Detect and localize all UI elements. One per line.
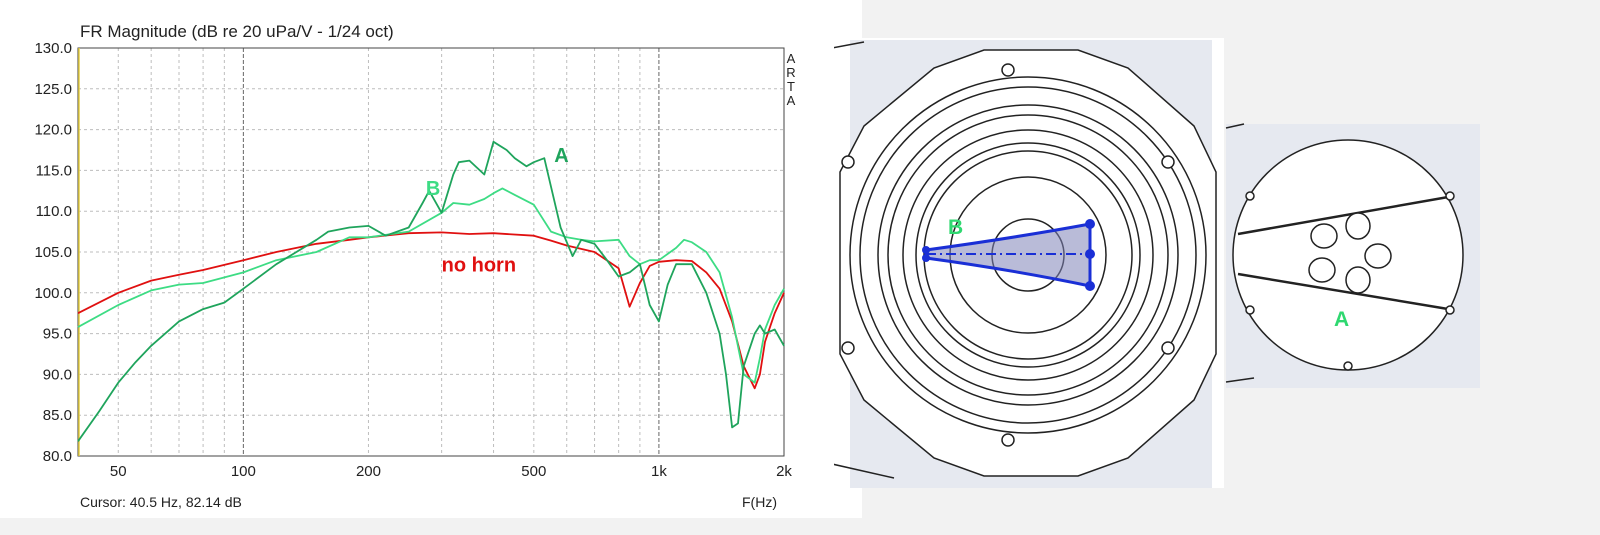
mounting-hole: [1161, 155, 1175, 169]
x-tick-label: 1k: [651, 463, 667, 480]
cone-ring: [915, 142, 1141, 368]
mounting-hole: [841, 155, 855, 169]
frequency-response-chart-panel: 80.0 85.0 90.0 95.0 100.0 105.0 110.0 115.0 120.…: [0, 0, 862, 518]
cursor-readout: Cursor: 40.5 Hz, 82.14 dB: [80, 494, 242, 510]
frame-ring: [849, 76, 1207, 434]
phase-plug-view: A: [1225, 123, 1480, 388]
screw-hole: [1343, 361, 1353, 371]
horn-b-label: B: [948, 216, 963, 239]
y-tick-label: 125.0: [34, 81, 72, 98]
x-tick-label: 50: [110, 463, 127, 480]
y-tick-label: 130.0: [34, 40, 72, 57]
slot-edge: [1237, 194, 1455, 236]
mounting-hole: [841, 341, 855, 355]
y-tick-label: 110.0: [36, 203, 72, 220]
y-tick-label: 90.0: [43, 366, 72, 383]
plot-frame: [77, 47, 785, 457]
plug-port: [1308, 257, 1336, 283]
driver-drawings: B A: [834, 38, 1480, 488]
mounting-hole: [1001, 433, 1015, 447]
x-tick-label: 500: [521, 463, 546, 480]
horn-node: [1085, 281, 1095, 291]
edge-line: [834, 41, 865, 49]
y-tick-label: 80.0: [43, 448, 72, 465]
frame-ring: [859, 86, 1197, 424]
driver-front-view: B: [834, 38, 1224, 488]
x-tick-label: 200: [356, 463, 381, 480]
plug-port: [1345, 212, 1371, 240]
mounting-hole: [1161, 341, 1175, 355]
screw-hole: [1445, 191, 1455, 201]
edge-line: [1225, 377, 1255, 383]
y-tick-label: 115.0: [36, 162, 72, 179]
grid: [78, 48, 784, 456]
surround-ring: [887, 114, 1169, 396]
series-annotation: no horn: [442, 255, 516, 277]
screw-hole: [1245, 305, 1255, 315]
frequency-response-plot: 80.0 85.0 90.0 95.0 100.0 105.0 110.0 115.0 120.…: [34, 40, 792, 480]
series-line: [77, 187, 785, 384]
y-tick-label: 95.0: [43, 326, 72, 343]
axes: 80.0 85.0 90.0 95.0 100.0 105.0 110.0 115.0 120.…: [34, 40, 792, 480]
x-axis-label: F(Hz): [742, 494, 777, 510]
screw-hole: [1245, 191, 1255, 201]
plug-disc: [1232, 139, 1464, 371]
annotations: A Bno horn: [426, 145, 569, 276]
plug-port: [1345, 266, 1371, 294]
y-tick-label: 120.0: [34, 122, 72, 139]
series-annotation: A: [554, 145, 568, 167]
horn-node: [922, 246, 930, 254]
screw-hole: [1445, 305, 1455, 315]
chart-title: FR Magnitude (dB re 20 uPa/V - 1/24 oct): [80, 22, 394, 41]
horn-node: [1085, 249, 1095, 259]
series-lines: [77, 140, 785, 442]
edge-line: [1225, 123, 1245, 129]
slot-edge: [1237, 272, 1455, 312]
y-tick-label: 105.0: [34, 244, 72, 261]
arta-side-label: ARTA: [786, 51, 796, 108]
mounting-hole: [1001, 63, 1015, 77]
horn-node: [922, 254, 930, 262]
plug-a-label: A: [1334, 308, 1349, 331]
series-annotation: B: [426, 178, 440, 200]
series-line: [77, 231, 785, 390]
horn-node: [1085, 219, 1095, 229]
surround-ring: [877, 104, 1179, 406]
cone-ring: [902, 129, 1154, 381]
x-tick-label: 2k: [776, 463, 792, 480]
plug-port: [1364, 243, 1392, 269]
series-line: [77, 140, 785, 442]
y-tick-label: 100.0: [34, 285, 72, 302]
x-tick-label: 100: [231, 463, 256, 480]
y-tick-label: 85.0: [43, 407, 72, 424]
plug-port: [1310, 223, 1338, 249]
edge-line: [834, 463, 895, 479]
